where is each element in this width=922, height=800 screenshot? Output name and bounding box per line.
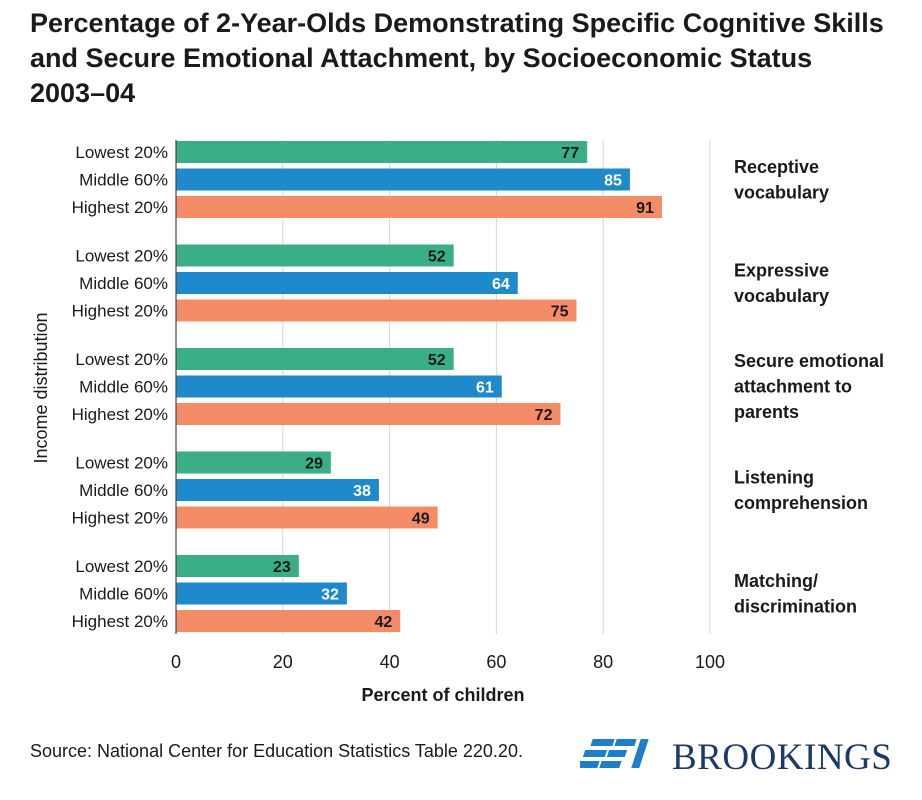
bar xyxy=(176,348,454,370)
bar xyxy=(176,272,518,294)
x-tick-label: 40 xyxy=(380,652,400,672)
bar xyxy=(176,403,561,425)
group-label: comprehension xyxy=(734,493,868,513)
bar xyxy=(176,555,299,577)
x-tick-label: 20 xyxy=(273,652,293,672)
bar xyxy=(176,610,401,632)
bar-value-label: 77 xyxy=(561,145,579,162)
group-label: discrimination xyxy=(734,596,857,616)
bar-value-label: 75 xyxy=(551,304,569,321)
bar-value-label: 85 xyxy=(604,173,622,190)
category-label: Middle 60% xyxy=(79,378,168,397)
bar-value-label: 61 xyxy=(476,380,494,397)
y-axis-label: Income distribution xyxy=(31,312,51,463)
category-label: Middle 60% xyxy=(79,481,168,500)
category-label: Highest 20% xyxy=(72,198,168,217)
bar-value-label: 52 xyxy=(428,352,446,369)
bar-value-label: 38 xyxy=(353,483,371,500)
x-tick-label: 60 xyxy=(486,652,506,672)
group-label: Expressive xyxy=(734,260,829,280)
bar xyxy=(176,196,662,218)
group-label: Secure emotional xyxy=(734,351,884,371)
group-label: Matching/ xyxy=(734,571,818,591)
bar-value-label: 52 xyxy=(428,249,446,266)
bar xyxy=(176,168,630,191)
bar-value-label: 32 xyxy=(321,587,339,604)
brookings-logo-text: BROOKINGS xyxy=(672,736,893,778)
category-label: Lowest 20% xyxy=(75,247,168,266)
source-note: Source: National Center for Education St… xyxy=(30,741,523,761)
category-label: Middle 60% xyxy=(79,274,168,293)
group-label: vocabulary xyxy=(734,286,829,306)
bar xyxy=(176,582,347,605)
bar-value-label: 42 xyxy=(374,614,392,631)
bar xyxy=(176,506,438,529)
bar xyxy=(176,479,379,501)
x-tick-label: 100 xyxy=(695,652,725,672)
bar-value-label: 72 xyxy=(535,407,553,424)
category-label: Highest 20% xyxy=(72,405,168,424)
category-label: Lowest 20% xyxy=(75,557,168,576)
bar xyxy=(176,244,454,267)
category-label: Highest 20% xyxy=(72,612,168,631)
bar-value-label: 49 xyxy=(412,511,430,528)
category-label: Lowest 20% xyxy=(75,350,168,369)
aei-logo-icon xyxy=(580,739,649,768)
bar-value-label: 64 xyxy=(492,276,510,293)
category-label: Lowest 20% xyxy=(75,143,168,162)
x-tick-label: 0 xyxy=(171,652,181,672)
group-label: Receptive xyxy=(734,157,819,177)
chart-title: Percentage of 2-Year-Olds Demonstrating … xyxy=(30,8,884,108)
bar-value-label: 91 xyxy=(636,200,654,217)
bar-value-label: 23 xyxy=(273,559,291,576)
group-label: vocabulary xyxy=(734,182,829,202)
category-label: Highest 20% xyxy=(72,509,168,528)
group-label: attachment to xyxy=(734,377,852,397)
category-label: Middle 60% xyxy=(79,171,168,190)
category-label: Highest 20% xyxy=(72,302,168,321)
category-label: Middle 60% xyxy=(79,585,168,604)
brand-logo: BROOKINGS xyxy=(580,732,892,782)
bar xyxy=(176,299,577,322)
category-label: Lowest 20% xyxy=(75,454,168,473)
group-label: Listening xyxy=(734,467,814,487)
bar xyxy=(176,141,588,163)
group-label: parents xyxy=(734,402,799,422)
bar xyxy=(176,375,502,398)
x-tick-label: 80 xyxy=(593,652,613,672)
bar xyxy=(176,451,331,474)
bar-value-label: 29 xyxy=(305,456,323,473)
x-axis-label: Percent of children xyxy=(361,685,524,705)
